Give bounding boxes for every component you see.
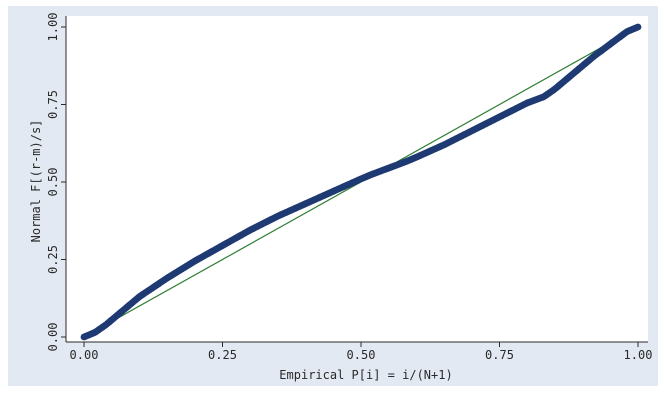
points-group bbox=[80, 23, 642, 341]
x-axis-label: Empirical P[i] = i/(N+1) bbox=[279, 368, 452, 382]
y-tick-label: 0.00 bbox=[46, 323, 60, 352]
y-axis-label: Normal F[(r-m)/s] bbox=[29, 120, 43, 243]
tick-labels-group: 0.00 0.25 0.50 0.75 1.00 0.00 0.25 0.50 0.75 1.00 bbox=[46, 13, 652, 362]
x-tick-label: 0.75 bbox=[485, 348, 514, 362]
x-tick-label: 1.00 bbox=[624, 348, 653, 362]
x-tick-label: 0.50 bbox=[347, 348, 376, 362]
data-point bbox=[634, 23, 642, 31]
y-tick-label: 0.75 bbox=[46, 90, 60, 119]
y-tick-label: 0.50 bbox=[46, 168, 60, 197]
axes bbox=[61, 16, 648, 347]
x-tick-label: 0.25 bbox=[208, 348, 237, 362]
x-tick-label: 0.00 bbox=[70, 348, 99, 362]
y-tick-label: 1.00 bbox=[46, 13, 60, 42]
y-tick-label: 0.25 bbox=[46, 245, 60, 274]
